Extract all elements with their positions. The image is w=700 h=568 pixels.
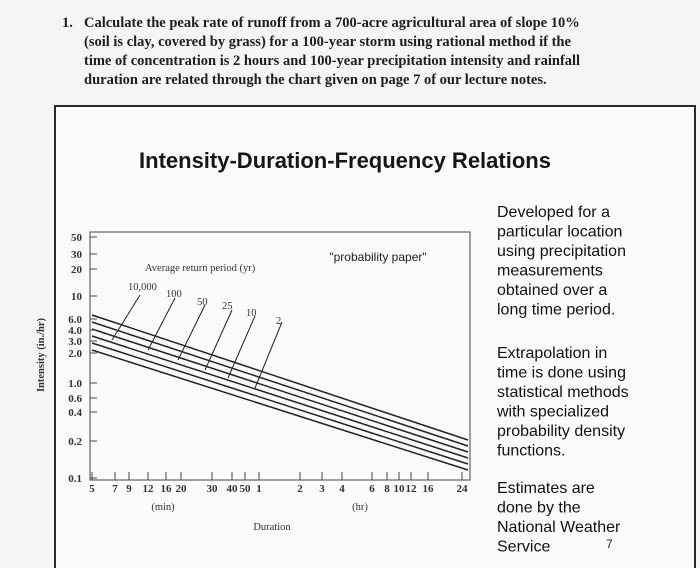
side-text: National Weather: [497, 519, 621, 536]
side-text: obtained over a: [497, 282, 607, 299]
return-period: 10,000: [128, 282, 157, 293]
x-tick-label: 20: [176, 483, 188, 495]
x-axis-label: Duration: [253, 522, 291, 533]
question-number: 1.: [62, 15, 73, 31]
y-tick-label: 10: [71, 291, 83, 303]
slide-frame: [54, 105, 696, 568]
y-tick-label: 1.0: [68, 378, 82, 390]
question-line: Calculate the peak rate of runoff from a…: [84, 15, 580, 31]
question-line: time of concentration is 2 hours and 100…: [84, 53, 580, 69]
x-tick-label: 2: [297, 483, 303, 495]
x-tick-label: 50: [240, 483, 252, 495]
annotation: Average return period (yr): [145, 263, 256, 274]
y-tick-label: 50: [71, 232, 83, 244]
question-line: duration are related through the chart g…: [84, 72, 547, 88]
x-tick-label: 16: [161, 483, 173, 495]
x-unit: (hr): [352, 502, 368, 513]
return-period: 25: [222, 301, 233, 312]
x-tick-label: 12: [406, 483, 418, 495]
x-tick-label: 30: [207, 483, 219, 495]
side-text: done by the: [497, 500, 581, 517]
side-text: particular location: [497, 224, 622, 241]
y-tick-label: 4.0: [68, 325, 82, 337]
y-tick-label: 30: [71, 249, 83, 261]
side-text: Service: [497, 539, 550, 556]
y-tick-label: 6.0: [68, 314, 82, 326]
page-number: 7: [606, 537, 613, 551]
annotation: "probability paper": [329, 250, 426, 264]
x-tick-label: 16: [423, 483, 435, 495]
side-text: Developed for a: [497, 204, 610, 221]
question-line: (soil is clay, covered by grass) for a 1…: [84, 34, 571, 50]
return-period: 2: [276, 316, 281, 327]
side-text: time is done using: [497, 365, 626, 382]
y-tick-label: 20: [71, 264, 83, 276]
x-tick-label: 40: [227, 483, 239, 495]
side-text: long time period.: [497, 302, 615, 319]
y-tick-label: 3.0: [68, 336, 82, 348]
x-tick-label: 5: [89, 483, 95, 495]
y-tick-label: 0.1: [68, 473, 82, 485]
x-tick-label: 10: [394, 483, 406, 495]
chart-lines: [91, 294, 469, 471]
x-tick-label: 8: [384, 483, 390, 495]
x-unit: (min): [151, 502, 175, 513]
y-tick-label: 0.2: [68, 436, 82, 448]
side-text: using precipitation: [497, 243, 626, 260]
x-tick-label: 1: [256, 483, 262, 495]
x-tick-label: 24: [457, 483, 469, 495]
side-text: Estimates are: [497, 480, 595, 497]
x-tick-label: 6: [369, 483, 375, 495]
y-tick-label: 0.6: [68, 393, 82, 405]
x-tick-label: 7: [112, 483, 118, 495]
slide-title: Intensity-Duration-Frequency Relations: [139, 148, 551, 173]
side-text: measurements: [497, 263, 603, 280]
return-period: 100: [166, 289, 182, 300]
y-tick-label: 2.0: [68, 348, 82, 360]
x-tick-label: 9: [126, 483, 132, 495]
plot-frame: [89, 231, 471, 481]
side-text: probability density: [497, 423, 625, 440]
side-text: statistical methods: [497, 384, 629, 401]
y-axis-label: Intensity (in./hr): [36, 317, 47, 392]
side-text: with specialized: [496, 404, 609, 421]
return-period: 50: [197, 297, 208, 308]
y-tick-label: 0.4: [68, 407, 82, 419]
x-tick-label: 4: [339, 483, 345, 495]
side-text: Extrapolation in: [497, 345, 607, 362]
return-period: 10: [246, 308, 257, 319]
side-text: functions.: [497, 443, 565, 460]
x-tick-label: 3: [319, 483, 325, 495]
x-tick-label: 12: [143, 483, 155, 495]
